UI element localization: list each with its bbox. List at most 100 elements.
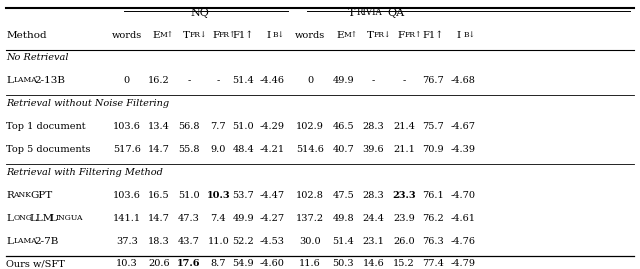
Text: 21.4: 21.4: [393, 122, 415, 131]
Text: I: I: [266, 31, 270, 40]
Text: LAMA: LAMA: [14, 76, 38, 84]
Text: M↑: M↑: [344, 31, 358, 39]
Text: -4.76: -4.76: [451, 236, 476, 246]
Text: E: E: [337, 31, 344, 40]
Text: T: T: [367, 31, 374, 40]
Text: Method: Method: [6, 31, 47, 40]
Text: 76.3: 76.3: [422, 236, 444, 246]
Text: -4.39: -4.39: [451, 145, 476, 154]
Text: -: -: [403, 76, 406, 85]
Text: FR↓: FR↓: [189, 31, 207, 39]
Text: 21.1: 21.1: [393, 145, 415, 154]
Text: RIVIA: RIVIA: [357, 8, 383, 17]
Text: 49.9: 49.9: [233, 214, 254, 222]
Text: 26.0: 26.0: [393, 236, 415, 246]
Text: F1↑: F1↑: [233, 31, 254, 40]
Text: 52.2: 52.2: [232, 236, 254, 246]
Text: 0: 0: [124, 76, 130, 85]
Text: -: -: [217, 76, 220, 85]
Text: -4.46: -4.46: [260, 76, 285, 85]
Text: 55.8: 55.8: [178, 145, 200, 154]
Text: 2-13B: 2-13B: [34, 76, 65, 85]
Text: B↓: B↓: [273, 31, 285, 39]
Text: 28.3: 28.3: [362, 122, 384, 131]
Text: FR↑: FR↑: [404, 31, 422, 39]
Text: 37.3: 37.3: [116, 236, 138, 246]
Text: Top 5 documents: Top 5 documents: [6, 145, 91, 154]
Text: 23.3: 23.3: [392, 191, 416, 200]
Text: 51.4: 51.4: [332, 236, 354, 246]
Text: 49.8: 49.8: [332, 214, 354, 222]
Text: R: R: [6, 191, 14, 200]
Text: 76.2: 76.2: [422, 214, 444, 222]
Text: 10.3: 10.3: [116, 260, 138, 268]
Text: 16.2: 16.2: [148, 76, 170, 85]
Text: F1↑: F1↑: [422, 31, 444, 40]
Text: -: -: [188, 76, 191, 85]
Text: 17.6: 17.6: [177, 260, 201, 268]
Text: LLM: LLM: [29, 214, 54, 222]
Text: 49.9: 49.9: [332, 76, 354, 85]
Text: 46.5: 46.5: [332, 122, 354, 131]
Text: words: words: [112, 31, 142, 40]
Text: ONG: ONG: [13, 214, 32, 222]
Text: 16.5: 16.5: [148, 191, 170, 200]
Text: 8.7: 8.7: [211, 260, 226, 268]
Text: L: L: [49, 214, 56, 222]
Text: 102.8: 102.8: [296, 191, 324, 200]
Text: 28.3: 28.3: [362, 191, 384, 200]
Text: 23.9: 23.9: [393, 214, 415, 222]
Text: NQ: NQ: [190, 8, 209, 18]
Text: 0: 0: [307, 76, 313, 85]
Text: -: -: [372, 76, 375, 85]
Text: -4.67: -4.67: [451, 122, 476, 131]
Text: Retrieval with Filtering Method: Retrieval with Filtering Method: [6, 168, 163, 177]
Text: 2-7B: 2-7B: [34, 236, 58, 246]
Text: 24.4: 24.4: [362, 214, 384, 222]
Text: 11.6: 11.6: [299, 260, 321, 268]
Text: T: T: [182, 31, 189, 40]
Text: 75.7: 75.7: [422, 122, 444, 131]
Text: 53.7: 53.7: [232, 191, 254, 200]
Text: -4.29: -4.29: [260, 122, 285, 131]
Text: -4.61: -4.61: [451, 214, 476, 222]
Text: 7.4: 7.4: [211, 214, 226, 222]
Text: FR↓: FR↓: [374, 31, 391, 39]
Text: 23.1: 23.1: [362, 236, 384, 246]
Text: F: F: [398, 31, 405, 40]
Text: L: L: [6, 76, 13, 85]
Text: 43.7: 43.7: [178, 236, 200, 246]
Text: -4.47: -4.47: [260, 191, 285, 200]
Text: 9.0: 9.0: [211, 145, 226, 154]
Text: 7.7: 7.7: [211, 122, 226, 131]
Text: 514.6: 514.6: [296, 145, 324, 154]
Text: 141.1: 141.1: [113, 214, 141, 222]
Text: Ours w/SFT: Ours w/SFT: [6, 260, 65, 268]
Text: 103.6: 103.6: [113, 122, 141, 131]
Text: 56.8: 56.8: [178, 122, 200, 131]
Text: 14.7: 14.7: [148, 145, 170, 154]
Text: 517.6: 517.6: [113, 145, 141, 154]
Text: words: words: [295, 31, 325, 40]
Text: 39.6: 39.6: [362, 145, 384, 154]
Text: 103.6: 103.6: [113, 191, 141, 200]
Text: -4.53: -4.53: [260, 236, 285, 246]
Text: 76.7: 76.7: [422, 76, 444, 85]
Text: LAMA: LAMA: [14, 236, 38, 245]
Text: -4.21: -4.21: [260, 145, 285, 154]
Text: M↑: M↑: [159, 31, 173, 39]
Text: -4.60: -4.60: [260, 260, 285, 268]
Text: 20.6: 20.6: [148, 260, 170, 268]
Text: 13.4: 13.4: [148, 122, 170, 131]
Text: 14.6: 14.6: [362, 260, 384, 268]
Text: 11.0: 11.0: [207, 236, 229, 246]
Text: No Retrieval: No Retrieval: [6, 53, 69, 62]
Text: F: F: [212, 31, 220, 40]
Text: 137.2: 137.2: [296, 214, 324, 222]
Text: 30.0: 30.0: [299, 236, 321, 246]
Text: 47.3: 47.3: [178, 214, 200, 222]
Text: 40.7: 40.7: [332, 145, 354, 154]
Text: 102.9: 102.9: [296, 122, 324, 131]
Text: FR↑: FR↑: [219, 31, 236, 39]
Text: ANK: ANK: [13, 191, 31, 199]
